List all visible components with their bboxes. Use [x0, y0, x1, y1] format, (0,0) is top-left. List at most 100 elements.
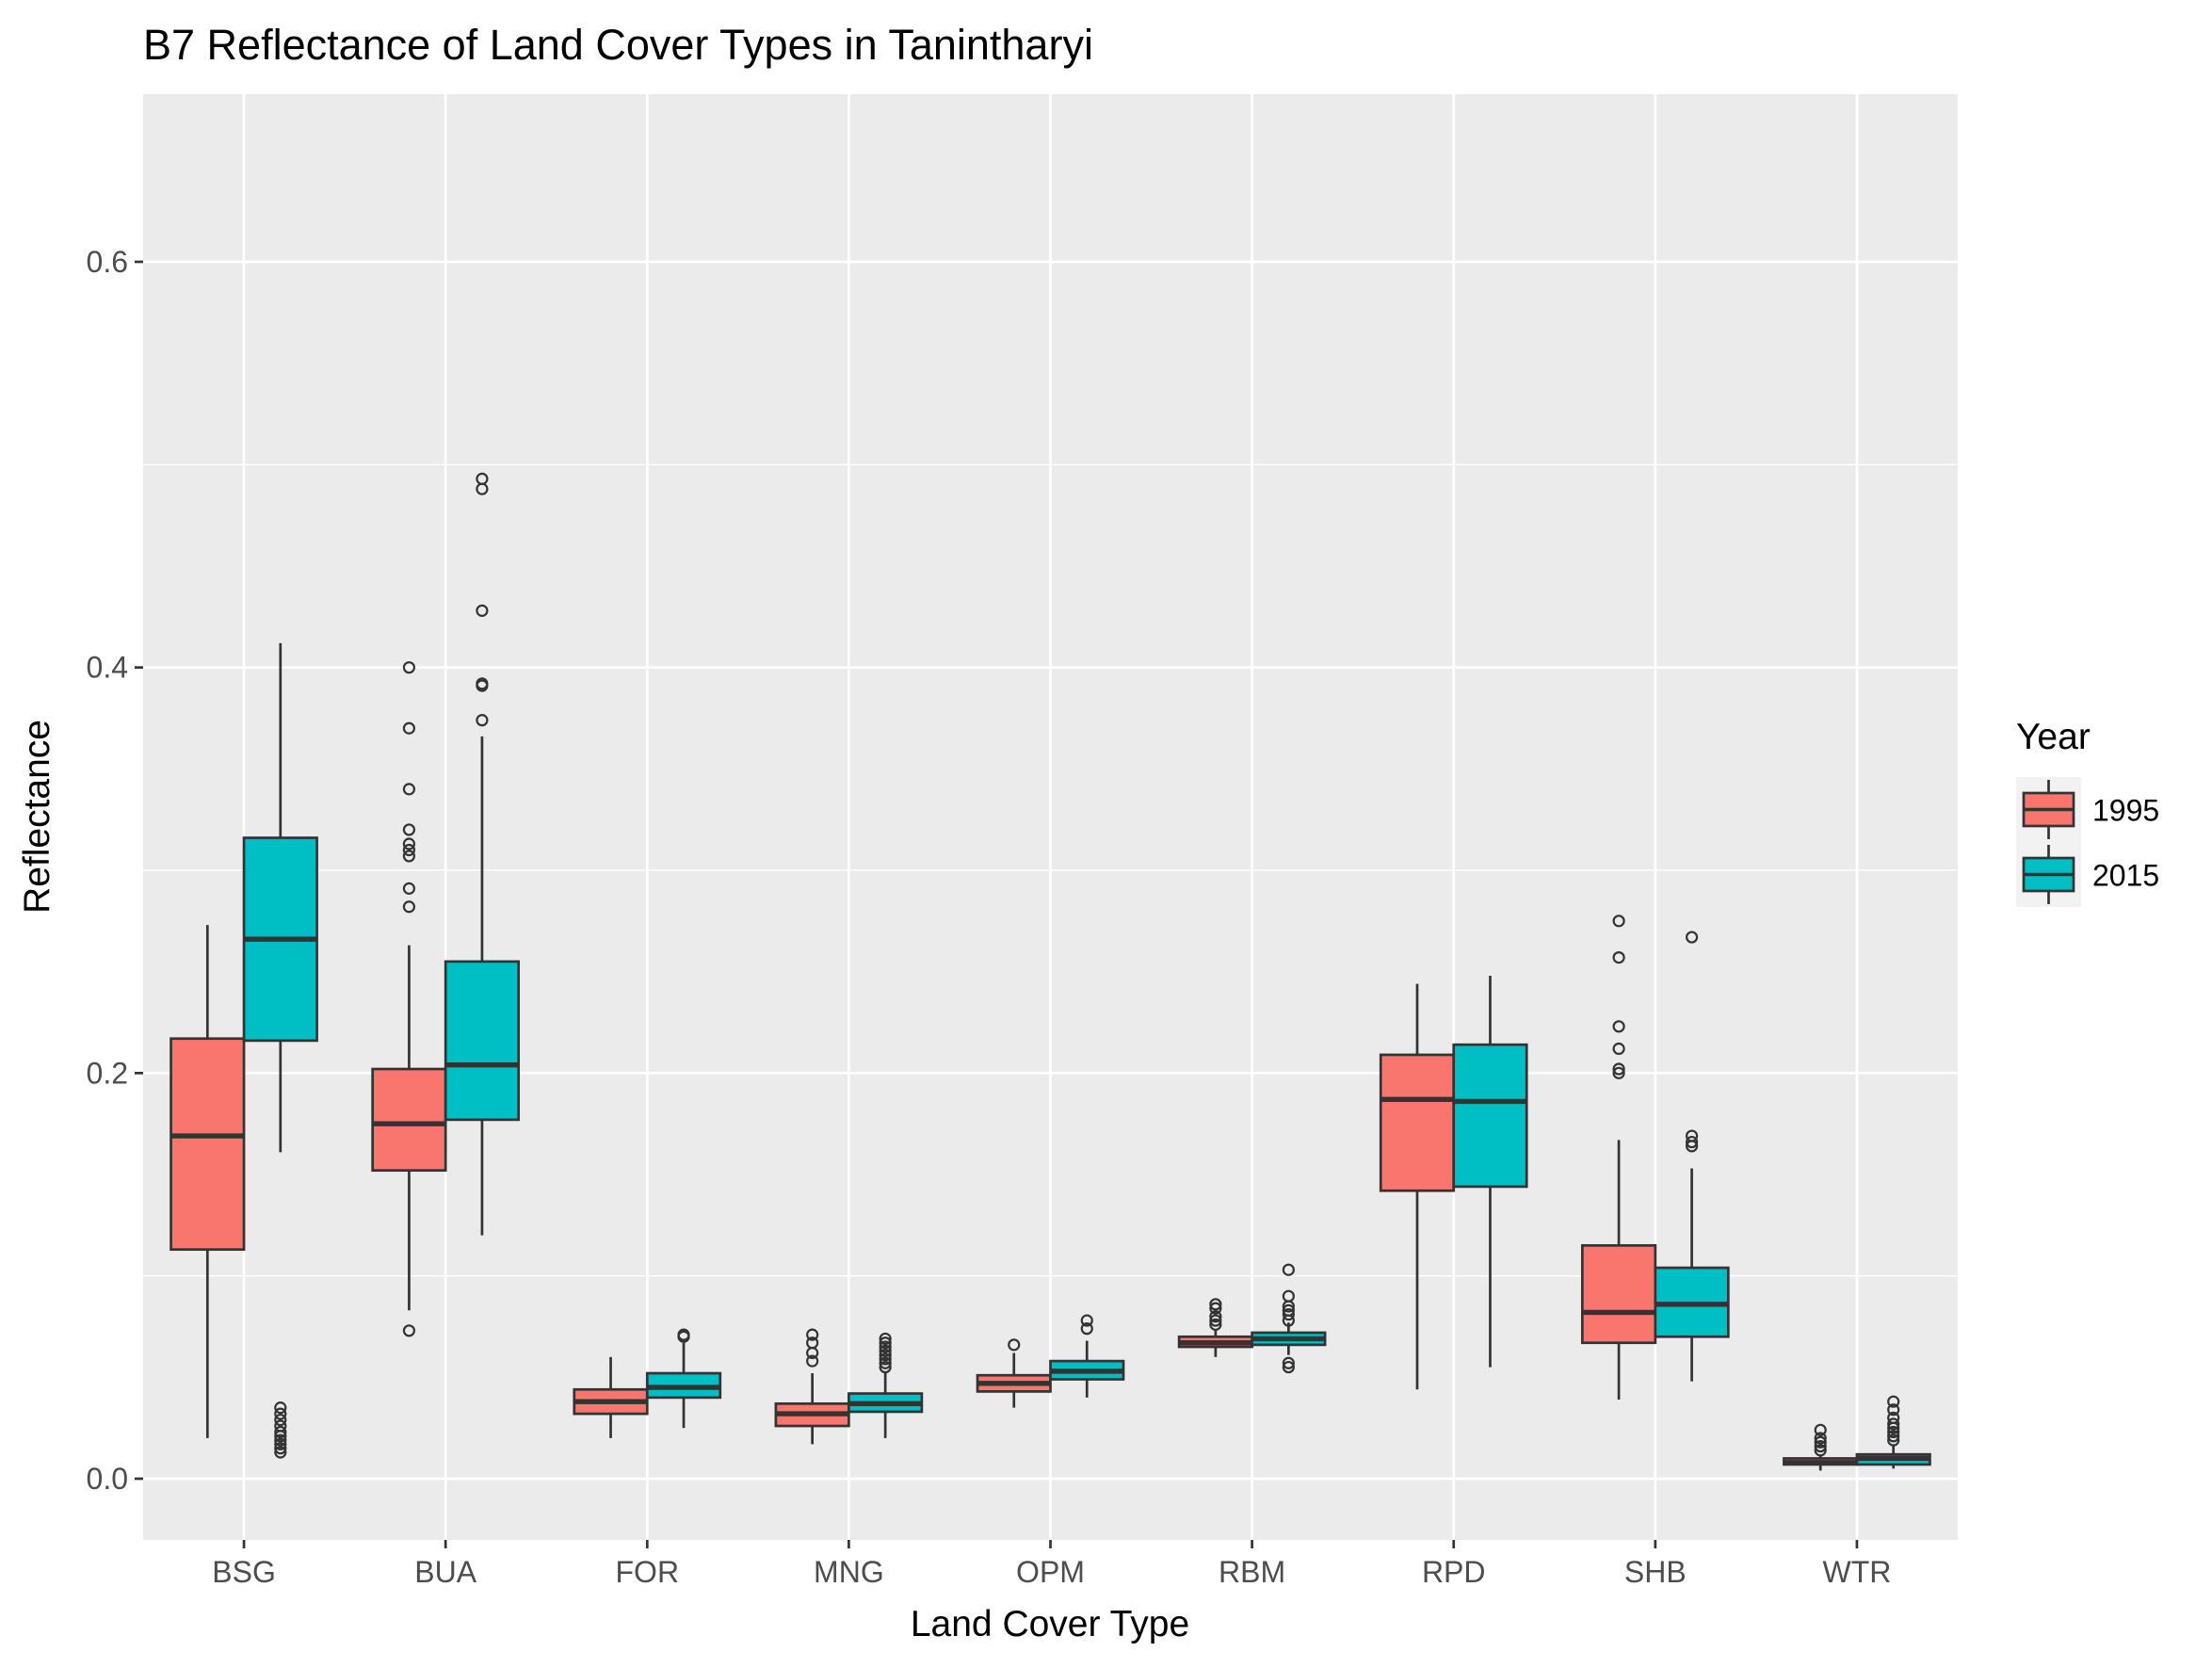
outlier-point [1282, 1356, 1295, 1369]
outlier-point [476, 604, 489, 617]
outlier-point [1282, 1304, 1295, 1317]
y-tick-label: 0.4 [87, 651, 128, 685]
x-tick-label: OPM [1016, 1555, 1085, 1589]
outlier-point [274, 1413, 287, 1427]
outlier-point [879, 1356, 892, 1369]
box-WTR-2015 [1855, 1395, 1931, 1469]
outlier-point [402, 882, 416, 895]
outlier-point [402, 850, 416, 863]
outlier-point [1080, 1314, 1093, 1327]
box-BUA-2015 [444, 472, 521, 1236]
outlier-point [879, 1336, 892, 1350]
box-FOR-2015 [645, 1328, 722, 1429]
box-iqr [170, 1037, 246, 1252]
outlier-point [879, 1349, 892, 1362]
box-OPM-1995 [976, 1338, 1052, 1408]
outlier-point [677, 1328, 690, 1341]
outlier-point [274, 1437, 287, 1450]
chart-title: B7 Reflectance of Land Cover Types in Ta… [143, 21, 1093, 69]
outlier-point [1685, 931, 1699, 944]
box-BSG-2015 [242, 642, 318, 1459]
x-tick-label: FOR [616, 1555, 680, 1589]
legend-keys: 1995 2015 [2016, 777, 2159, 907]
outlier-point [879, 1340, 892, 1353]
outlier-point [1612, 950, 1625, 964]
outlier-point [274, 1446, 287, 1459]
box-iqr [1452, 1043, 1528, 1189]
x-tick-label: RBM [1219, 1555, 1285, 1589]
outlier-point [476, 472, 489, 486]
outlier-point [1008, 1338, 1021, 1352]
y-tick-label: 0.0 [87, 1462, 128, 1496]
outlier-point [402, 783, 416, 796]
x-tick-label: BSG [212, 1555, 276, 1589]
box-BSG-1995 [170, 925, 246, 1438]
outlier-point [879, 1344, 892, 1357]
box-layer [170, 472, 1931, 1471]
y-tick-label: 0.2 [87, 1056, 128, 1090]
outlier-point [879, 1360, 892, 1374]
outlier-point [1887, 1395, 1900, 1408]
outlier-point [1887, 1417, 1900, 1431]
legend-key-1995: 1995 [2016, 777, 2159, 842]
outlier-point [879, 1352, 892, 1366]
outlier-point [476, 714, 489, 727]
outlier-point [1209, 1302, 1222, 1315]
outlier-point [274, 1425, 287, 1439]
outlier-point [274, 1419, 287, 1433]
box-iqr [444, 960, 521, 1122]
outlier-point [806, 1336, 819, 1350]
outlier-point [879, 1332, 892, 1346]
outlier-point [1887, 1425, 1900, 1439]
outlier-point [274, 1407, 287, 1420]
outlier-point [1887, 1433, 1900, 1447]
outlier-point [1282, 1307, 1295, 1321]
box-MNG-2015 [848, 1332, 924, 1438]
outlier-point [1887, 1403, 1900, 1417]
x-axis-title: Land Cover Type [911, 1604, 1189, 1644]
outlier-point [1612, 915, 1625, 928]
box-SHB-1995 [1580, 915, 1657, 1401]
box-iqr [1580, 1244, 1657, 1345]
outlier-point [402, 661, 416, 674]
outlier-point [1080, 1322, 1093, 1336]
box-BUA-1995 [371, 661, 447, 1337]
outlier-point [274, 1401, 287, 1415]
x-tick-label: SHB [1624, 1555, 1687, 1589]
outlier-point [1209, 1318, 1222, 1331]
outlier-point [402, 837, 416, 850]
outlier-point [1887, 1430, 1900, 1443]
outlier-point [1282, 1289, 1295, 1303]
box-SHB-2015 [1654, 931, 1730, 1382]
outlier-point [1814, 1432, 1827, 1445]
outlier-point [1612, 1020, 1625, 1033]
outlier-point [402, 843, 416, 857]
box-WTR-1995 [1783, 1423, 1859, 1471]
outlier-point [1209, 1310, 1222, 1323]
outlier-point [1282, 1360, 1295, 1374]
y-tick-label: 0.6 [87, 245, 128, 279]
outlier-point [476, 677, 489, 690]
outlier-point [806, 1328, 819, 1341]
outlier-point [402, 823, 416, 836]
legend-title: Year [2016, 717, 2091, 757]
box-OPM-2015 [1049, 1314, 1125, 1398]
y-axis-title: Reflectance [17, 720, 57, 914]
x-tick-label: RPD [1422, 1555, 1486, 1589]
outlier-point [1282, 1263, 1295, 1276]
legend-label: 2015 [2092, 859, 2159, 893]
box-RPD-1995 [1379, 983, 1456, 1390]
outlier-point [1685, 1129, 1699, 1142]
outlier-point [1685, 1135, 1699, 1149]
outlier-point [1209, 1314, 1222, 1327]
outlier-point [1612, 1062, 1625, 1076]
outlier-point [274, 1442, 287, 1455]
legend: Year 1995 2015 [2016, 717, 2159, 907]
box-MNG-1995 [774, 1328, 850, 1445]
grid-lines [143, 94, 1958, 1540]
outlier-point [1814, 1423, 1827, 1436]
axis-ticks: 0.0 0.2 0.4 0.6 BSG BUA FOR MNG OPM RBM RPD SHB WTR [87, 245, 1892, 1589]
outlier-point [402, 900, 416, 914]
box-RPD-2015 [1452, 975, 1528, 1368]
